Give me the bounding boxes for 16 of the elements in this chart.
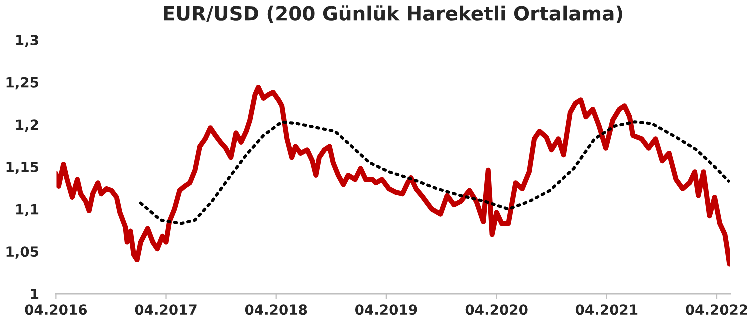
y-tick-label: 1,25: [6, 77, 39, 90]
y-tick-label: 1,05: [6, 246, 39, 259]
y-tick-label: 1: [31, 289, 39, 300]
y-tick-label: 1,2: [16, 120, 38, 132]
y-tick-label: 1,15: [6, 162, 39, 174]
x-tick-label: 04.2022: [686, 304, 748, 316]
x-tick-label: 04.2018: [245, 304, 308, 316]
x-tick-label: 04.2020: [466, 304, 528, 316]
line-series: [139, 120, 730, 226]
chart-title: EUR/USD (200 Günlük Hareketli Ortalama): [164, 6, 622, 24]
x-tick-label: 04.2016: [25, 304, 88, 316]
y-tick-label: 1,3: [16, 35, 38, 48]
x-tick-label: 04.2017: [135, 304, 197, 316]
x-tick-label: 04.2021: [576, 304, 638, 316]
x-tick-label: 04.2019: [355, 304, 418, 316]
y-tick-label: 1,1: [16, 204, 39, 217]
